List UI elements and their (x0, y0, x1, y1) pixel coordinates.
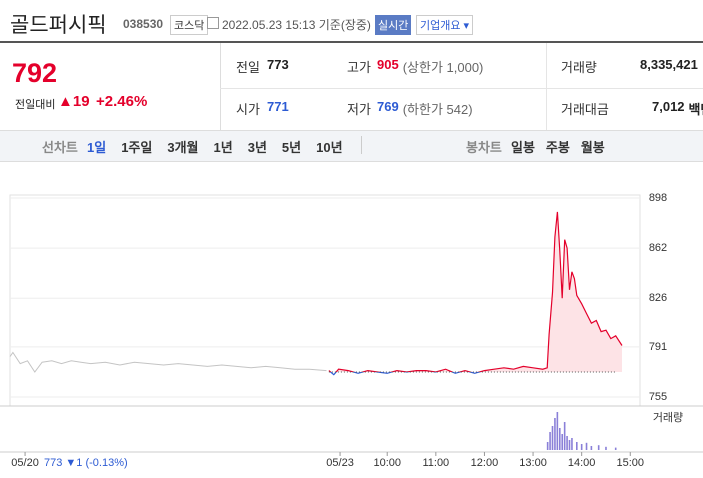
cell-value: 905 (377, 57, 399, 72)
x-tick-label: 13:00 (519, 457, 547, 469)
tab-divider (361, 136, 362, 154)
cell-label: 시가 (236, 102, 260, 117)
volume-bar (556, 412, 559, 450)
realtime-badge: 실시간 (375, 15, 412, 35)
cell-label: 거래대금 (561, 102, 609, 117)
cell-label: 거래량 (561, 60, 597, 75)
volume-bar (554, 418, 556, 450)
x-tick-label: 12:00 (471, 457, 499, 469)
tab-bar (0, 130, 703, 162)
cell-label: 고가 (347, 60, 371, 75)
y-tick-label: 862 (649, 242, 667, 254)
plot-frame (9, 194, 641, 407)
volume-label: 거래량 (653, 411, 683, 424)
y-tick-label: 898 (649, 192, 667, 204)
volume-bar (585, 442, 588, 450)
cell-value: 8,335,421 (640, 57, 698, 72)
price-line (9, 351, 327, 373)
volume-bar (614, 447, 617, 450)
cell-value: 773 (267, 57, 289, 72)
volume-bar (580, 444, 583, 450)
volume-bar (568, 440, 571, 450)
volume-bar (590, 446, 593, 450)
volume-bar (576, 442, 578, 450)
x-tick-label: 15:00 (617, 457, 645, 469)
change-value: 19 (72, 93, 90, 110)
divider (0, 41, 703, 43)
cell-label: 전일 (236, 60, 260, 75)
period-tab[interactable]: 3년 (247, 140, 267, 155)
volume-bar (558, 428, 561, 450)
cell-value: 7,012 (652, 99, 685, 114)
datetime: 2022.05.23 15:13 기준(장중) (222, 18, 371, 32)
cell-value: 771 (267, 99, 289, 114)
candle-tab[interactable]: 일봉 (511, 140, 535, 155)
price: 792 (12, 58, 58, 88)
change-label: 전일대비 (15, 99, 56, 111)
volume-bar (605, 446, 607, 450)
cell-value: 769 (377, 99, 399, 114)
cell-label: 저가 (347, 102, 371, 117)
change-rate: +2.46% (96, 93, 148, 110)
stock-name: 골드퍼시픽 (10, 14, 107, 37)
x-tick-label: 14:00 (568, 457, 596, 469)
volume-bar (546, 442, 549, 450)
volume-bar (551, 426, 554, 450)
company-info-button[interactable]: 기업개요 ▾ (416, 15, 474, 35)
candle-tab[interactable]: 월봉 (580, 140, 605, 155)
period-tab[interactable]: 5년 (281, 140, 302, 155)
period-tab[interactable]: 1일 (87, 140, 107, 155)
y-tick-label: 826 (649, 292, 667, 304)
cell-note: 백만 (688, 102, 703, 117)
volume-bar (561, 434, 564, 450)
x-tick-label: 05/23 (326, 457, 354, 469)
period-tab[interactable]: 10년 (316, 140, 343, 155)
volume-bar (549, 432, 551, 450)
volume-bar (563, 422, 566, 450)
x-tick-label: 10:00 (373, 457, 401, 469)
cell-note: (상한가 1,000) (402, 60, 484, 75)
tab-label: 봉차트 (466, 140, 502, 155)
prev-summary: 773 ▼1 (-0.13%) (44, 457, 128, 469)
volume-bar (566, 436, 568, 450)
volume-bar (571, 438, 573, 450)
cell-border (546, 43, 547, 130)
cell-border (220, 88, 703, 89)
area (328, 211, 623, 372)
cell-border (220, 43, 221, 130)
tab-label: 선차트 (42, 140, 78, 155)
stock-code: 038530 (123, 17, 164, 31)
volume-bar (597, 445, 600, 450)
x-tick-label: 11:00 (422, 457, 449, 469)
company-info-text: 기업개요 (420, 20, 461, 32)
candle-tab[interactable]: 주봉 (545, 140, 570, 155)
change: ▲19 (58, 93, 90, 110)
x-tick-label: 05/20 (11, 457, 39, 469)
cell-note: (하한가 542) (402, 102, 473, 117)
period-tab[interactable]: 1년 (213, 140, 233, 155)
period-tab[interactable]: 3개월 (167, 140, 199, 155)
calendar-icon (207, 17, 219, 29)
period-tab[interactable]: 1주일 (121, 140, 153, 155)
y-tick-label: 791 (649, 341, 667, 353)
y-tick-label: 755 (649, 391, 667, 403)
